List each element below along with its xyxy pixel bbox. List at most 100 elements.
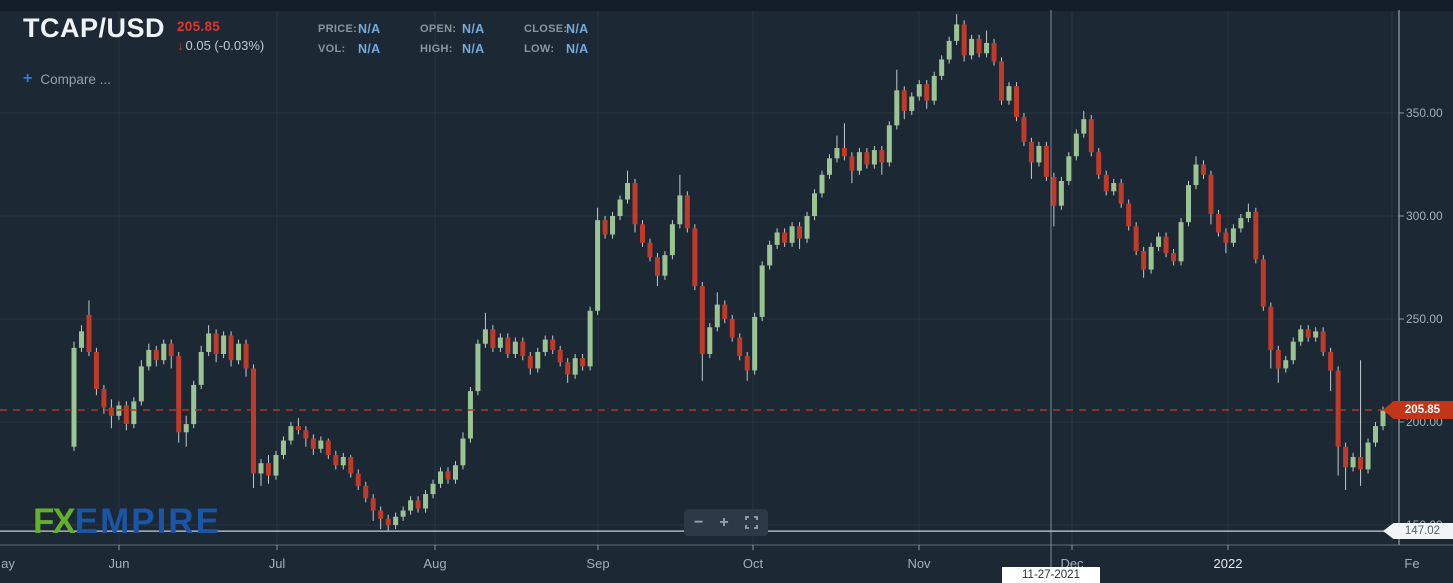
compare-button[interactable]: + Compare ... [23, 71, 111, 87]
candle-up [542, 339, 548, 352]
zoom-out-button[interactable]: − [694, 514, 704, 531]
candle-down [505, 337, 511, 355]
candle-down [1021, 117, 1027, 142]
zoom-in-button[interactable]: + [719, 514, 729, 531]
candle-up [460, 438, 466, 466]
candle-up [871, 150, 877, 165]
candle-down [1013, 86, 1019, 118]
candle-down [602, 220, 608, 235]
candle-up [595, 220, 601, 311]
candle-down [1328, 351, 1334, 371]
candle-up [759, 265, 765, 317]
candle-down [415, 500, 421, 509]
candle-down [86, 314, 92, 352]
candle-up [1193, 164, 1199, 186]
candle-down [699, 286, 705, 355]
candle-up [1111, 183, 1117, 192]
candle-up [1148, 246, 1154, 270]
candle-down [550, 339, 556, 350]
candle-down [251, 368, 257, 474]
candle-up [452, 465, 458, 480]
fullscreen-button[interactable] [744, 516, 758, 529]
candle-up [183, 424, 189, 433]
candle-down [1028, 141, 1034, 163]
candle-down [1260, 259, 1266, 307]
candle-up [482, 329, 488, 344]
candle-down [991, 42, 997, 62]
candle-down [1163, 236, 1169, 254]
candle-up [946, 40, 952, 60]
candle-up [587, 310, 593, 367]
candle-down [1088, 119, 1094, 153]
candle-up [423, 494, 429, 509]
candle-down [737, 337, 743, 357]
candle-down [1118, 183, 1124, 204]
candle-up [1073, 133, 1079, 157]
candle-down [647, 242, 653, 258]
candle-up [438, 471, 444, 484]
candle-up [408, 500, 414, 511]
candle-up [707, 327, 713, 355]
candle-up [71, 347, 77, 447]
candle-down [333, 454, 339, 466]
candle-down [1305, 329, 1311, 338]
candle-down [1208, 174, 1214, 214]
candle-down [1043, 145, 1049, 177]
candle-up [1156, 236, 1162, 247]
candle-down [976, 38, 982, 54]
candle-down [370, 498, 376, 511]
candle-up [894, 90, 900, 126]
candle-down [797, 226, 803, 239]
candle-up [280, 440, 286, 455]
candle-down [1320, 331, 1326, 352]
candle-down [1215, 213, 1221, 233]
candle-up [1238, 218, 1244, 229]
candle-up [146, 349, 152, 367]
candle-down [93, 351, 99, 390]
candle-down [213, 333, 219, 355]
candle-up [340, 457, 346, 466]
candle-up [258, 463, 264, 474]
candle-up [1245, 211, 1251, 219]
candle-down [176, 356, 182, 433]
candle-down [999, 61, 1005, 101]
candle-down [325, 440, 331, 455]
candle-up [789, 226, 795, 243]
candle-up [774, 232, 780, 245]
candle-down [385, 518, 391, 525]
candle-up [886, 125, 892, 163]
top-strip [0, 0, 1453, 11]
candle-down [654, 257, 660, 276]
candle-up [78, 331, 84, 348]
candle-up [236, 343, 242, 361]
candle-down [557, 349, 563, 363]
candle-up [206, 333, 212, 352]
candle-up [161, 343, 167, 361]
candle-down [378, 510, 384, 519]
candle-down [961, 24, 967, 56]
candle-up [512, 341, 518, 355]
candle-up [1313, 331, 1319, 338]
candle-up [221, 335, 227, 355]
candle-up [916, 84, 922, 97]
candle-up [984, 42, 990, 54]
candle-down [108, 407, 114, 416]
candle-up [497, 337, 503, 348]
candle-down [123, 405, 129, 425]
candle-down [1126, 203, 1132, 227]
candle-up [318, 440, 324, 449]
candle-down [527, 356, 533, 369]
candle-up [669, 224, 675, 256]
candle-down [1096, 152, 1102, 175]
candle-down [355, 473, 361, 486]
candle-up [1081, 119, 1087, 134]
candle-down [580, 358, 586, 367]
compare-label: Compare ... [40, 71, 111, 87]
candle-up [1283, 360, 1289, 369]
candle-up [138, 366, 144, 402]
candle-up [1006, 86, 1012, 101]
candle-down [303, 430, 309, 439]
candle-up [400, 510, 406, 517]
